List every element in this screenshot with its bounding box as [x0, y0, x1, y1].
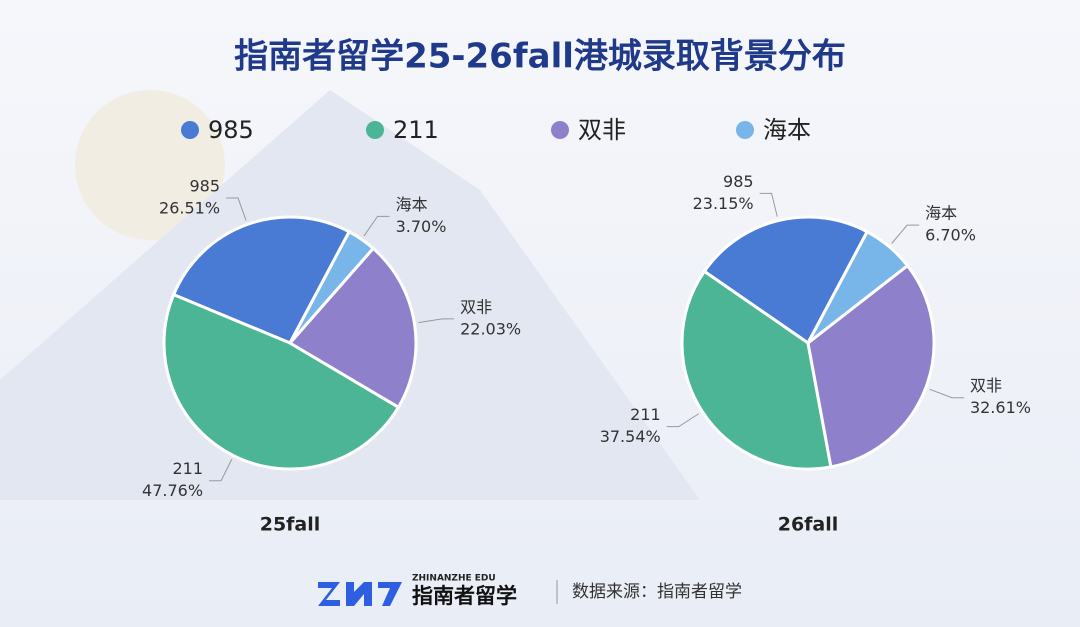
slice-label: 985 — [723, 172, 754, 191]
leader-line — [891, 224, 920, 244]
slice-value-label: 23.15% — [693, 194, 754, 213]
slice-value-label: 37.54% — [600, 427, 661, 446]
leader-line — [759, 192, 778, 217]
slice-label: 双非 — [970, 376, 1002, 395]
title: 指南者留学25-26fall港城录取背景分布 — [234, 37, 846, 77]
leader-line — [363, 215, 390, 237]
brand-en: ZHINANZHE EDU — [412, 574, 496, 584]
leader-line — [418, 318, 455, 324]
pie-slice — [287, 246, 418, 410]
legend-label: 985 — [208, 116, 254, 144]
slice-label: 海本 — [396, 195, 428, 214]
pie-slice — [680, 269, 833, 471]
chart-title: 26fall — [778, 514, 839, 536]
legend-label: 双非 — [578, 116, 626, 144]
legend-marker — [366, 121, 384, 139]
pie-slice — [288, 229, 376, 344]
legend-marker — [551, 121, 569, 139]
slice-value-label: 47.76% — [142, 481, 203, 500]
slice-value-label: 22.03% — [460, 319, 521, 338]
slice-label: 211 — [173, 459, 204, 478]
brand: 指南者留学 — [412, 584, 517, 608]
leader-line — [929, 388, 964, 399]
footer-logo — [318, 582, 402, 606]
slice-label: 985 — [189, 177, 220, 196]
slice-label: 海本 — [925, 204, 957, 223]
slice-value-label: 6.70% — [925, 226, 976, 245]
pie-slice — [162, 292, 401, 471]
pie-slice — [806, 263, 936, 469]
legend-label: 海本 — [763, 116, 811, 144]
slice-value-label: 3.70% — [396, 217, 447, 236]
chart-title: 25fall — [260, 514, 321, 536]
leader-line — [666, 413, 700, 428]
slice-label: 双非 — [460, 297, 492, 316]
slice-value-label: 26.51% — [159, 199, 220, 218]
source: 数据来源：指南者留学 — [572, 582, 742, 602]
pie-slice — [806, 229, 910, 345]
legend-marker — [181, 121, 199, 139]
legend-marker — [736, 121, 754, 139]
leader-line — [209, 459, 233, 482]
slice-value-label: 32.61% — [970, 398, 1031, 417]
legend-label: 211 — [393, 116, 439, 144]
slice-label: 211 — [630, 405, 661, 424]
leader-line — [226, 197, 247, 221]
pie-slice — [702, 215, 870, 346]
